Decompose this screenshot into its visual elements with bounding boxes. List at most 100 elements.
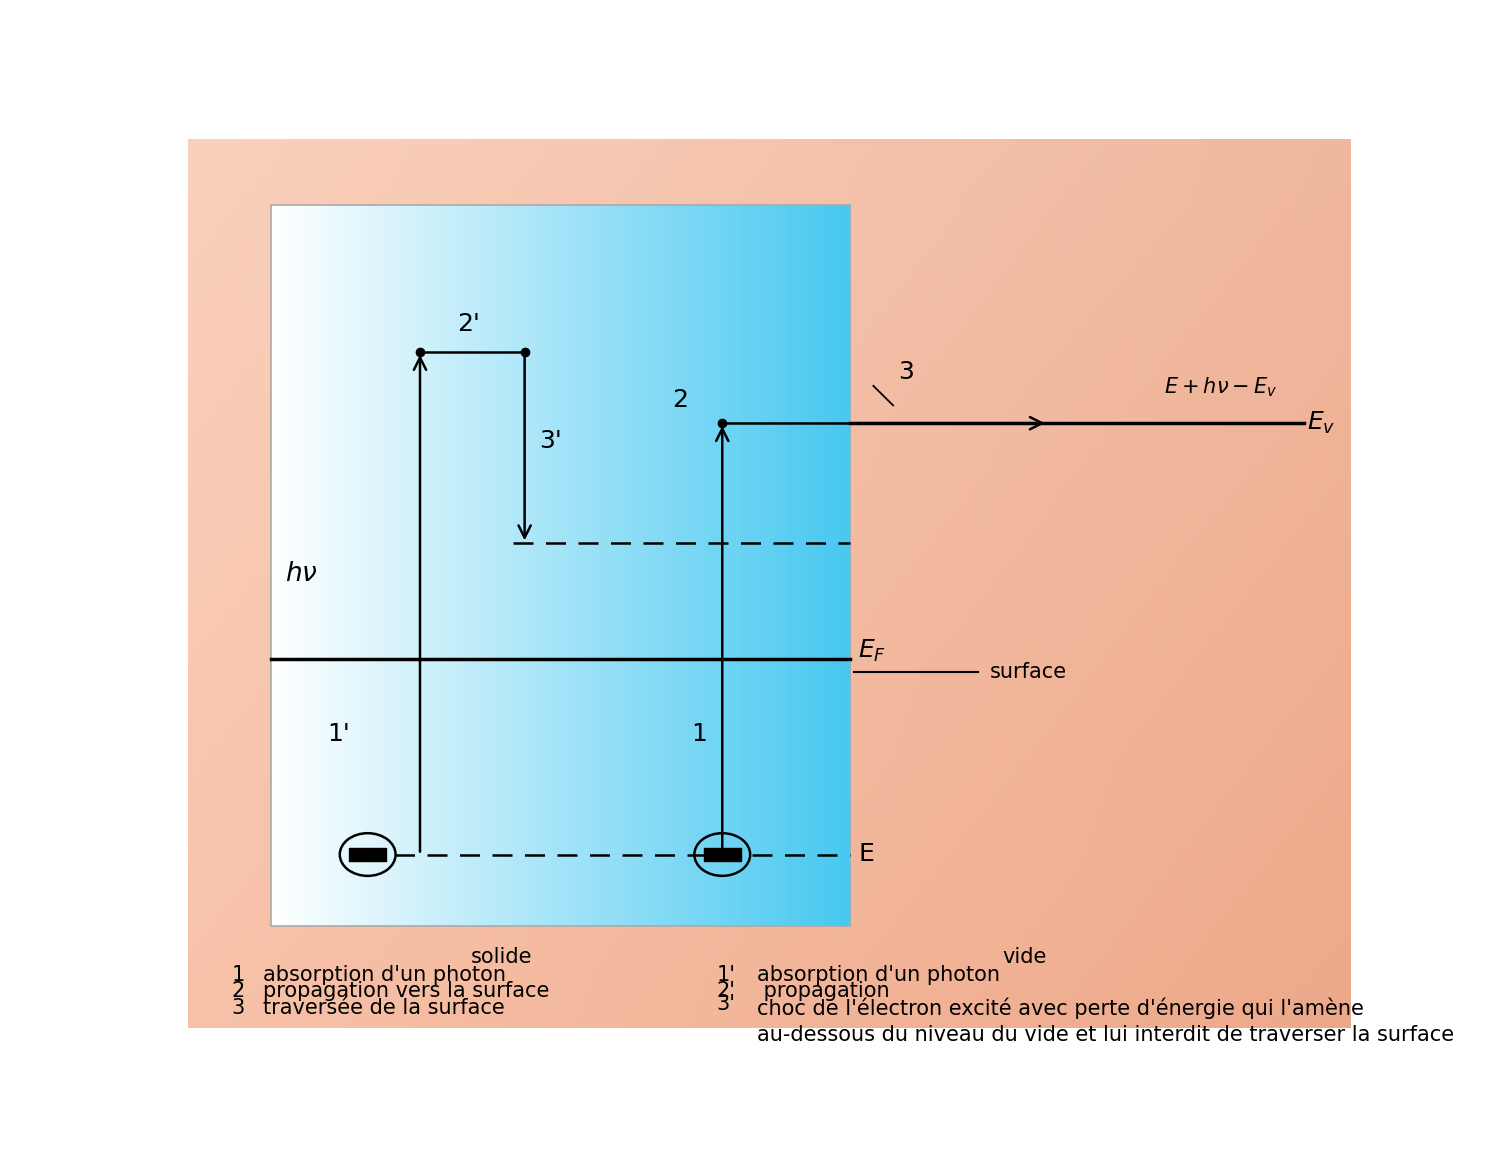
Bar: [738, 206, 741, 925]
Bar: [382, 206, 386, 925]
Bar: [618, 206, 621, 925]
Text: $E_v$: $E_v$: [1306, 410, 1335, 437]
Bar: [783, 206, 786, 925]
Bar: [503, 206, 506, 925]
Text: propagation vers la surface: propagation vers la surface: [262, 981, 549, 1000]
Bar: [789, 206, 792, 925]
Bar: [819, 206, 822, 925]
Bar: [454, 206, 458, 925]
Bar: [568, 206, 572, 925]
Bar: [634, 206, 638, 925]
Bar: [846, 206, 849, 925]
Bar: [308, 206, 310, 925]
Bar: [792, 206, 795, 925]
Bar: [675, 206, 678, 925]
Bar: [352, 206, 356, 925]
Bar: [405, 206, 408, 925]
Bar: [645, 206, 648, 925]
Bar: [378, 206, 381, 925]
Bar: [327, 206, 330, 925]
Bar: [423, 206, 426, 925]
Text: 2': 2': [458, 312, 480, 336]
Bar: [748, 206, 752, 925]
Bar: [843, 206, 846, 925]
Text: 1: 1: [231, 964, 244, 984]
Bar: [374, 206, 376, 925]
Bar: [433, 206, 436, 925]
Bar: [472, 206, 476, 925]
Bar: [839, 206, 842, 925]
Bar: [550, 206, 554, 925]
Text: traversée de la surface: traversée de la surface: [262, 998, 506, 1019]
Bar: [304, 206, 307, 925]
Bar: [338, 206, 340, 925]
Bar: [729, 206, 732, 925]
Bar: [298, 206, 302, 925]
Bar: [332, 206, 334, 925]
Bar: [394, 206, 398, 925]
Bar: [326, 206, 328, 925]
Bar: [600, 206, 603, 925]
Bar: [711, 206, 714, 925]
Bar: [306, 206, 309, 925]
Bar: [758, 206, 760, 925]
Bar: [610, 206, 614, 925]
Text: choc de l'électron excité avec perte d'énergie qui l'amène
au-dessous du niveau : choc de l'électron excité avec perte d'é…: [758, 998, 1454, 1045]
Bar: [386, 206, 388, 925]
Bar: [514, 206, 517, 925]
Bar: [494, 206, 496, 925]
Bar: [274, 206, 278, 925]
Bar: [824, 206, 827, 925]
Bar: [670, 206, 674, 925]
Text: surface: surface: [990, 662, 1066, 683]
Text: 1': 1': [327, 723, 350, 746]
Bar: [549, 206, 552, 925]
Bar: [638, 206, 640, 925]
Bar: [334, 206, 338, 925]
Bar: [766, 206, 770, 925]
Bar: [372, 206, 375, 925]
Bar: [806, 206, 808, 925]
Bar: [562, 206, 566, 925]
Bar: [396, 206, 399, 925]
Text: $E + h\nu - E_v$: $E + h\nu - E_v$: [1164, 375, 1278, 400]
Bar: [442, 206, 446, 925]
Bar: [380, 206, 382, 925]
Bar: [440, 206, 442, 925]
Bar: [726, 206, 729, 925]
Bar: [765, 206, 768, 925]
Bar: [400, 206, 404, 925]
Bar: [556, 206, 560, 925]
Text: 2: 2: [672, 388, 688, 412]
Bar: [524, 206, 526, 925]
Bar: [790, 206, 794, 925]
Bar: [321, 206, 324, 925]
Bar: [387, 206, 390, 925]
Bar: [534, 206, 537, 925]
Bar: [746, 206, 748, 925]
Bar: [735, 206, 738, 925]
Bar: [537, 206, 540, 925]
Text: 3: 3: [898, 359, 914, 383]
Bar: [388, 206, 392, 925]
Bar: [561, 206, 564, 925]
Bar: [740, 206, 742, 925]
Bar: [436, 206, 441, 925]
Bar: [284, 206, 286, 925]
Bar: [399, 206, 402, 925]
Bar: [318, 206, 321, 925]
Bar: [375, 206, 378, 925]
Bar: [520, 206, 524, 925]
Bar: [406, 206, 410, 925]
Bar: [682, 206, 686, 925]
Bar: [778, 206, 782, 925]
Bar: [594, 206, 597, 925]
Bar: [732, 206, 735, 925]
Bar: [324, 206, 327, 925]
Bar: [285, 206, 288, 925]
Bar: [604, 206, 608, 925]
Bar: [456, 206, 459, 925]
Bar: [847, 206, 852, 925]
Bar: [597, 206, 600, 925]
Bar: [810, 206, 813, 925]
